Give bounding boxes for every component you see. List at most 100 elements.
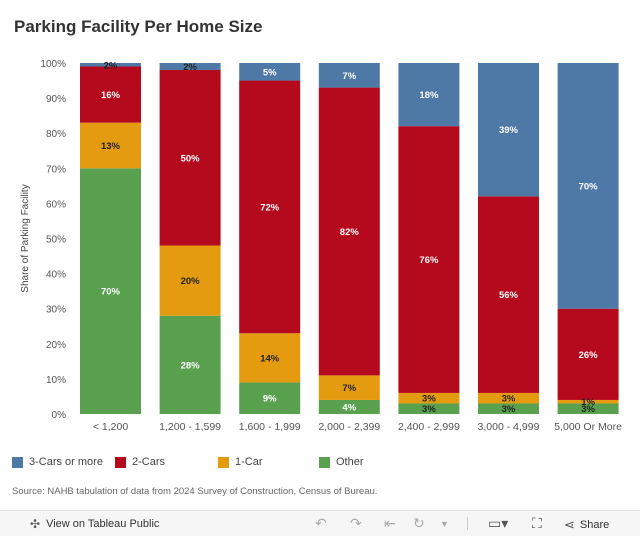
chart-title: Parking Facility Per Home Size	[14, 17, 263, 36]
data-label: 9%	[263, 394, 277, 405]
bar-segment	[398, 392, 460, 404]
legend-item-2-cars[interactable]: 2-Cars	[115, 456, 165, 468]
bar-segment	[478, 196, 539, 393]
y-tick-label: 90%	[46, 94, 66, 105]
data-label: 72%	[260, 202, 280, 213]
data-label: 3%	[422, 404, 436, 415]
data-label: 7%	[342, 71, 356, 82]
data-label: 1%	[581, 397, 595, 408]
bar-segment	[318, 63, 380, 88]
bar-segment	[478, 392, 539, 404]
data-label: 56%	[499, 290, 519, 301]
x-tick-label: 3,000 - 4,999	[478, 421, 540, 433]
bar-segment	[159, 245, 221, 316]
comment-icon[interactable]: ▭▾	[488, 515, 509, 531]
legend-label-3-cars: 3-Cars or more	[29, 456, 103, 468]
data-label: 14%	[260, 353, 280, 364]
bar-segment	[318, 87, 380, 376]
data-label: 4%	[342, 402, 356, 413]
redo-icon[interactable]: ↷	[350, 515, 362, 531]
y-tick-label: 80%	[46, 129, 66, 140]
y-tick-label: 100%	[40, 59, 66, 70]
data-label: 13%	[101, 141, 121, 152]
toolbar-divider	[467, 517, 468, 530]
data-label: 3%	[581, 404, 595, 415]
x-tick-label: 1,600 - 1,999	[239, 421, 301, 433]
view-on-tableau-label: View on Tableau Public	[46, 518, 160, 530]
y-tick-label: 60%	[46, 199, 66, 210]
data-label: 3%	[502, 394, 516, 405]
x-tick-label: 2,400 - 2,999	[398, 421, 460, 433]
bar-segment	[318, 399, 380, 414]
legend-item-1-car[interactable]: 1-Car	[218, 456, 263, 468]
data-label: 3%	[502, 404, 516, 415]
data-label: 28%	[181, 360, 201, 371]
bar-segment	[398, 403, 460, 414]
bar-segment	[318, 375, 380, 400]
x-tick-label: 2,000 - 2,399	[318, 421, 380, 433]
y-tick-label: 30%	[46, 305, 66, 316]
data-label: 39%	[499, 125, 519, 136]
bar-segment	[557, 308, 619, 400]
fullscreen-icon[interactable]: ⛶	[532, 515, 542, 531]
y-tick-label: 10%	[46, 375, 66, 386]
tableau-toolbar: ✣ View on Tableau Public ↶ ↷ ⇤ ↻ ▼ ▭▾ ⛶ …	[0, 510, 640, 536]
data-label: 2%	[104, 60, 118, 71]
bar-segment	[398, 63, 460, 127]
data-label: 3%	[422, 394, 436, 405]
bar-segment	[239, 382, 301, 414]
bar-segment	[159, 315, 221, 414]
stacked-bar-chart: Share of Parking Facility 0% 10% 20% 30% 40% 5…	[20, 59, 622, 433]
bar-segment	[478, 63, 539, 197]
y-tick-label: 0%	[52, 410, 67, 421]
revert-icon[interactable]: ⇤	[384, 515, 396, 531]
data-label: 70%	[579, 181, 599, 192]
y-axis-label: Share of Parking Facility	[20, 184, 31, 292]
more-options-icon[interactable]: ▼	[440, 519, 449, 529]
undo-icon[interactable]: ↶	[315, 515, 327, 531]
bar-segment	[80, 168, 141, 414]
legend-label-other: Other	[336, 456, 364, 468]
bar-segment	[159, 63, 221, 71]
bar-segment	[478, 403, 539, 414]
y-tick-label: 50%	[46, 235, 66, 246]
x-tick-label: 5,000 Or More	[554, 421, 622, 433]
bar-segment	[398, 126, 460, 393]
data-label: 7%	[342, 383, 356, 394]
y-tick-label: 70%	[46, 164, 66, 175]
bar-segment	[239, 63, 301, 81]
view-on-tableau-link[interactable]: ✣ View on Tableau Public	[30, 517, 159, 531]
x-tick-label: 1,200 - 1,599	[159, 421, 221, 433]
data-label: 70%	[101, 287, 121, 298]
legend-label-2-cars: 2-Cars	[132, 456, 166, 468]
data-label: 82%	[340, 227, 360, 238]
data-label: 50%	[181, 153, 201, 164]
bar-segment	[557, 399, 619, 404]
bar-segment	[239, 333, 301, 383]
legend-swatch-3-cars	[12, 456, 23, 468]
data-label: 2%	[183, 62, 197, 73]
legend-swatch-other	[319, 456, 330, 468]
bar-segment	[80, 66, 141, 123]
share-button[interactable]: ⋖ Share	[564, 517, 609, 533]
legend-swatch-1-car	[218, 456, 229, 468]
data-label: 76%	[419, 255, 439, 266]
refresh-icon[interactable]: ↻	[413, 515, 425, 531]
data-label: 18%	[419, 90, 439, 101]
legend-swatch-2-cars	[115, 456, 126, 468]
legend-item-3-cars[interactable]: 3-Cars or more	[12, 456, 103, 468]
share-icon: ⋖	[564, 517, 575, 532]
tableau-logo-icon: ✣	[30, 517, 41, 531]
bar-segment	[239, 80, 301, 334]
source-note: Source: NAHB tabulation of data from 202…	[12, 486, 378, 497]
data-label: 16%	[101, 90, 121, 101]
data-label: 5%	[263, 67, 277, 78]
x-tick-label: < 1,200	[93, 421, 128, 433]
y-tick-label: 20%	[46, 340, 66, 351]
bar-segment	[80, 122, 141, 169]
bar-segment	[80, 63, 141, 67]
data-label: 20%	[181, 276, 201, 287]
share-label: Share	[579, 519, 610, 531]
legend-item-other[interactable]: Other	[319, 456, 364, 468]
y-tick-label: 40%	[46, 270, 66, 281]
